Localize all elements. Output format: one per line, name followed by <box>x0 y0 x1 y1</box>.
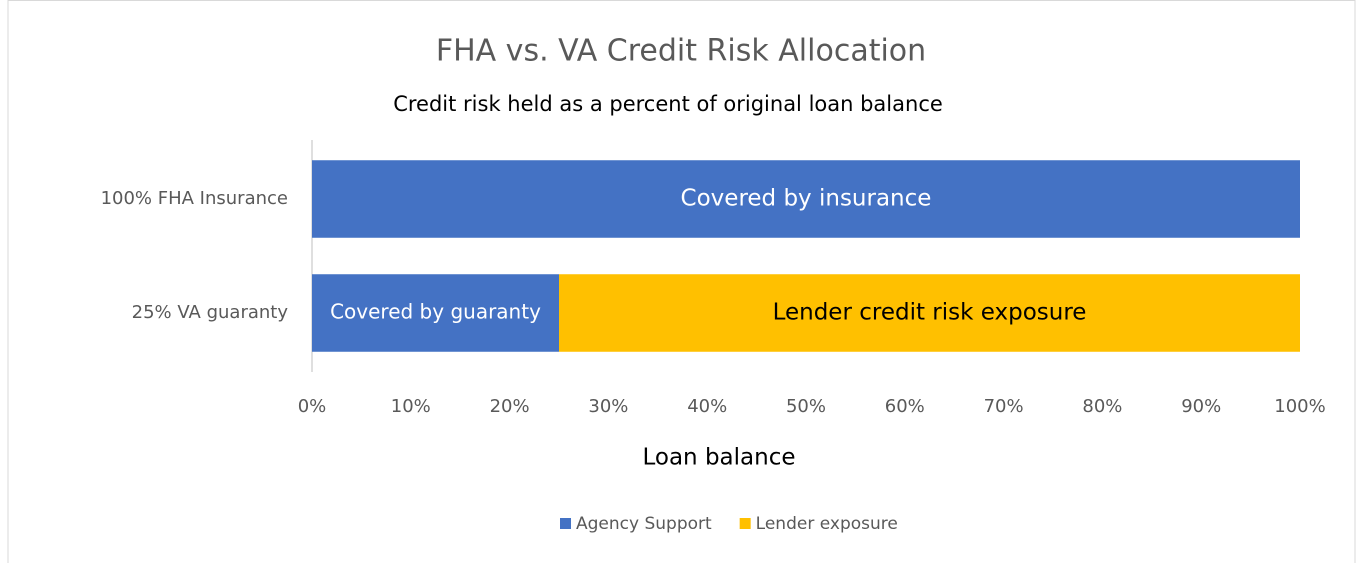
x-tick-label: 100% <box>1274 396 1325 417</box>
x-tick-label: 0% <box>298 396 327 417</box>
bar-segment <box>312 274 559 352</box>
bar-segment <box>312 160 1300 238</box>
y-tick-label: 100% FHA Insurance <box>101 188 288 209</box>
x-tick-label: 70% <box>984 396 1024 417</box>
x-tick-label: 10% <box>391 396 431 417</box>
chart-title: FHA vs. VA Credit Risk Allocation <box>436 34 926 69</box>
x-tick-label: 40% <box>687 396 727 417</box>
bar-label: Covered by insurance <box>681 186 932 212</box>
legend-label: Lender exposure <box>756 514 898 534</box>
legend-swatch <box>739 518 751 529</box>
x-tick-label: 20% <box>490 396 530 417</box>
x-tick-label: 90% <box>1181 396 1221 417</box>
x-tick-label: 60% <box>885 396 925 417</box>
x-tick-label: 80% <box>1082 396 1122 417</box>
bar-segment <box>559 274 1300 352</box>
bar-label: Lender credit risk exposure <box>773 300 1087 326</box>
legend-swatch <box>560 518 571 529</box>
y-tick-label: 25% VA guaranty <box>132 302 289 323</box>
bar-label: Covered by guaranty <box>330 300 541 324</box>
chart-subtitle: Credit risk held as a percent of origina… <box>393 92 943 116</box>
x-axis-label: Loan balance <box>642 445 795 471</box>
legend-label: Agency Support <box>576 514 712 534</box>
x-tick-label: 50% <box>786 396 826 417</box>
x-tick-label: 30% <box>588 396 628 417</box>
